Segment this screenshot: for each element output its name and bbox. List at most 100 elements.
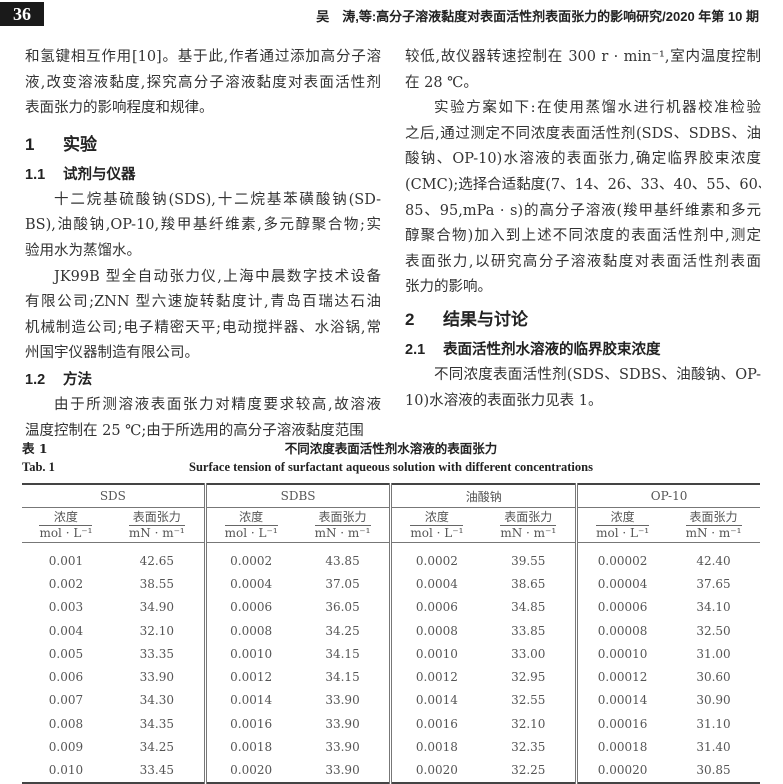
table-cell: 33.45 xyxy=(109,758,207,783)
text-line: (CMC);选择合适黏度(7、14、26、33、40、55、60、73、 xyxy=(405,176,761,193)
table-cell: 0.0010 xyxy=(230,646,273,661)
table-cell: 0.0016 xyxy=(415,716,458,731)
text-line: 州国宇仪器制造有限公司。 xyxy=(25,345,199,362)
table-cell: 31.10 xyxy=(696,716,731,731)
header-unit: mol · L⁻¹ xyxy=(596,525,650,540)
table-cell: 0.008 xyxy=(48,716,84,731)
header-stack: 浓度 mol · L⁻¹ xyxy=(596,510,650,541)
table-cell: 34.15 xyxy=(295,642,393,666)
table-cell: 32.95 xyxy=(481,665,579,689)
text-line: 表面张力,以研究高分子溶液黏度对表面活性剂表面 xyxy=(405,253,761,270)
table-cell: 32.55 xyxy=(481,688,579,713)
section-title: 方法 xyxy=(63,371,92,388)
table-cell: 0.00018 xyxy=(597,740,648,755)
column-group-header: SDS xyxy=(22,484,207,508)
text-line: JK99B 型全自动张力仪,上海中晨数字技术设备 xyxy=(54,268,381,285)
table-cell: 0.0018 xyxy=(230,740,273,755)
table-cell: 33.85 xyxy=(481,618,579,643)
table-cell: 0.00006 xyxy=(597,600,648,615)
table-cell: 0.007 xyxy=(48,693,84,708)
column-group-header: 油酸钠 xyxy=(390,484,579,508)
table-label-cn: 表 1 xyxy=(22,441,48,456)
table-cell: 32.50 xyxy=(696,623,731,638)
table-cell: 38.65 xyxy=(481,572,579,596)
table-cell: 0.00004 xyxy=(597,576,648,591)
table-cell: 34.30 xyxy=(109,688,207,713)
section-number: 1.2 xyxy=(25,371,46,388)
header-unit: mN · m⁻¹ xyxy=(314,525,371,540)
text-line: 10)水溶液的表面张力见表 1。 xyxy=(405,392,603,409)
header-unit: mol · L⁻¹ xyxy=(39,525,93,540)
table-row: 0.009 34.25 0.0018 33.90 0.0018 32.35 0.00018 3… xyxy=(22,735,760,759)
table-cell: 33.00 xyxy=(481,642,579,666)
header-stack: 浓度 mol · L⁻¹ xyxy=(224,510,278,541)
table-cell: 33.90 xyxy=(295,688,393,713)
left-column: 和氢键相互作用[10]。基于此,作者通过添加高分子溶 液,改变溶液黏度,探究高分子… xyxy=(25,45,381,444)
table-cell: 0.00002 xyxy=(597,553,648,568)
column-group-header: SDBS xyxy=(205,484,393,508)
surface-tension-header: 表面张力 mN · m⁻¹ xyxy=(481,507,579,543)
table-cell: 0.0008 xyxy=(230,623,273,638)
header-label: 表面张力 xyxy=(685,510,742,526)
table-cell: 0.0004 xyxy=(415,576,458,591)
table-cell: 33.35 xyxy=(109,642,207,666)
text-line: 醇聚合物)加入到上述不同浓度的表面活性剂中,测定 xyxy=(405,228,761,245)
header-label: 浓度 xyxy=(224,510,278,526)
table-row: 0.002 38.55 0.0004 37.05 0.0004 38.65 0.00004 3… xyxy=(22,572,760,596)
table-cell: 42.65 xyxy=(109,542,207,573)
table-row: 0.005 33.35 0.0010 34.15 0.0010 33.00 0.00010 3… xyxy=(22,642,760,666)
section-heading: 1.2 方法 xyxy=(25,367,381,393)
header-stack: 表面张力 mN · m⁻¹ xyxy=(314,510,371,541)
table-cell: 34.85 xyxy=(481,595,579,619)
section-heading: 1.1 试剂与仪器 xyxy=(25,162,381,188)
surface-tension-header: 表面张力 mN · m⁻¹ xyxy=(295,507,393,543)
surface-tension-header: 表面张力 mN · m⁻¹ xyxy=(667,507,760,543)
header-unit: mN · m⁻¹ xyxy=(128,525,185,540)
text-line: 温度控制在 25 ℃;由于所选用的高分子溶液黏度范围 xyxy=(25,422,364,439)
header-stack: 表面张力 mN · m⁻¹ xyxy=(685,510,742,541)
text-line: 实验方案如下:在使用蒸馏水进行机器校准检验 xyxy=(434,100,761,117)
table-cell: 34.90 xyxy=(109,595,207,619)
table-cell: 0.005 xyxy=(48,646,84,661)
concentration-header: 浓度 mol · L⁻¹ xyxy=(390,507,482,543)
table-cell: 32.10 xyxy=(109,618,207,643)
table-cell: 0.0008 xyxy=(415,623,458,638)
text-line: 张力的影响。 xyxy=(405,279,492,296)
column-group-header: OP-10 xyxy=(576,484,760,508)
table-row: 0.004 32.10 0.0008 34.25 0.0008 33.85 0.00008 3… xyxy=(22,618,760,643)
table-caption-cn: 表 1 不同浓度表面活性剂水溶液的表面张力 xyxy=(22,438,760,457)
table-cell: 0.0014 xyxy=(415,693,458,708)
table-cell: 34.35 xyxy=(109,712,207,736)
section-number: 1.1 xyxy=(25,166,46,183)
table-cell: 30.60 xyxy=(696,670,731,685)
header-unit: mN · m⁻¹ xyxy=(500,525,557,540)
section-title: 表面活性剂水溶液的临界胶束浓度 xyxy=(443,341,661,358)
table-cell: 33.90 xyxy=(295,758,393,783)
table-cell: 37.05 xyxy=(295,572,393,596)
table-cell: 33.90 xyxy=(295,712,393,736)
section-title: 实验 xyxy=(63,134,97,154)
section-number: 2.1 xyxy=(405,341,426,358)
text-line: 表面张力的影响程度和规律。 xyxy=(25,100,214,117)
table-cell: 0.0020 xyxy=(415,763,458,778)
table-row: 0.006 33.90 0.0012 34.15 0.0012 32.95 0.00012 3… xyxy=(22,665,760,689)
table-cell: 0.0002 xyxy=(415,553,458,568)
table-cell: 36.05 xyxy=(295,595,393,619)
text-line: 之后,通过测定不同浓度表面活性剂(SDS、SDBS、油 xyxy=(405,125,761,142)
section-title: 试剂与仪器 xyxy=(63,166,136,183)
table-cell: 0.0006 xyxy=(415,600,458,615)
section-title: 结果与讨论 xyxy=(443,309,528,329)
table-cell: 0.00010 xyxy=(597,646,648,661)
text-line: 液,改变溶液黏度,探究高分子溶液黏度对表面活性剂 xyxy=(25,74,381,91)
page-number: 36 xyxy=(0,2,44,26)
text-line: 机械制造公司;电子精密天平;电动搅拌器、水浴锅,常 xyxy=(25,319,381,336)
table-cell: 0.006 xyxy=(48,670,84,685)
header-unit: mol · L⁻¹ xyxy=(224,525,278,540)
running-title: 吴 涛,等:高分子溶液黏度对表面活性剂表面张力的影响研究/2020 年第 10 … xyxy=(316,9,759,24)
table-cell: 0.009 xyxy=(48,740,84,755)
table-title-cn: 不同浓度表面活性剂水溶液的表面张力 xyxy=(284,441,498,456)
surface-tension-header: 表面张力 mN · m⁻¹ xyxy=(109,507,207,543)
table-cell: 0.0006 xyxy=(230,600,273,615)
text-line: 在 28 ℃。 xyxy=(405,74,478,91)
table-cell: 30.90 xyxy=(696,693,731,708)
